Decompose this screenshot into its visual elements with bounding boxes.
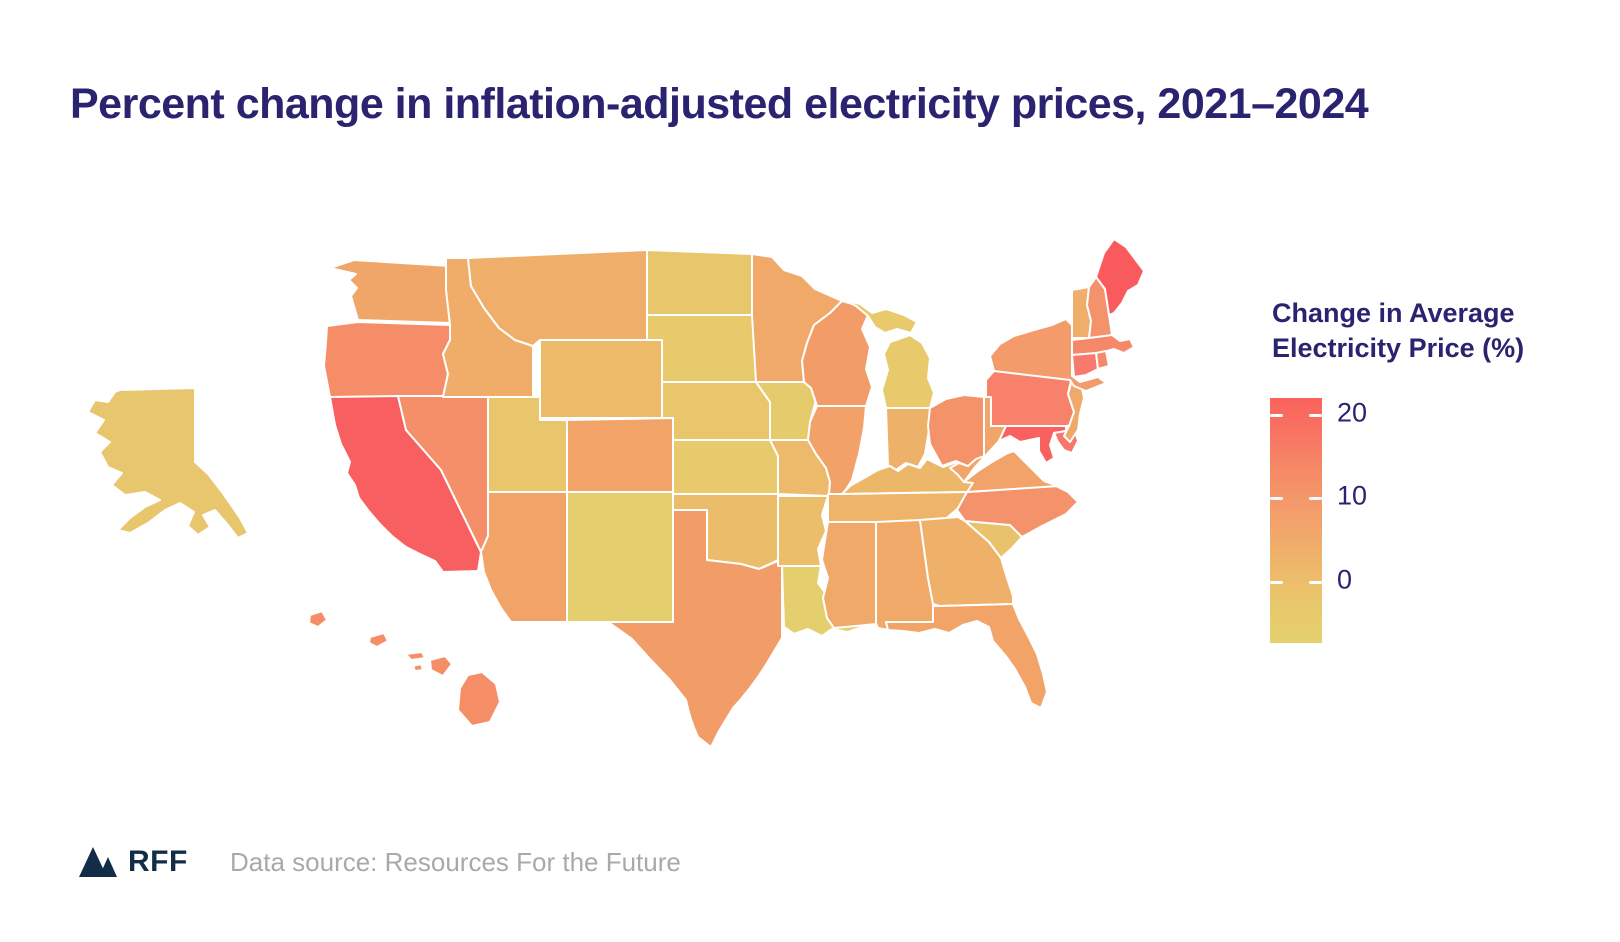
state-nebraska[interactable] — [661, 381, 771, 441]
state-florida[interactable] — [885, 603, 1048, 709]
colorbar-tick-mark — [1309, 581, 1322, 584]
state-oregon[interactable] — [323, 321, 451, 398]
colorbar-tick-mark — [1309, 497, 1322, 500]
state-connecticut[interactable] — [1071, 352, 1099, 378]
state-north-carolina[interactable] — [956, 485, 1079, 538]
state-colorado[interactable] — [566, 417, 674, 493]
colorbar-tick-labels: 20 10 0 — [1337, 397, 1417, 643]
state-arkansas[interactable] — [777, 495, 829, 567]
state-virginia[interactable] — [963, 450, 1059, 493]
state-new-mexico[interactable] — [566, 491, 674, 623]
colorbar-tick-label: 0 — [1337, 564, 1353, 595]
page-title: Percent change in inflation-adjusted ele… — [70, 80, 1369, 128]
state-maine[interactable] — [1095, 238, 1145, 316]
state-arizona[interactable] — [480, 491, 568, 623]
state-wyoming[interactable] — [539, 339, 663, 419]
state-texas[interactable] — [607, 509, 783, 748]
state-new-jersey[interactable] — [1063, 379, 1085, 443]
colorbar-title: Change in Average Electricity Price (%) — [1272, 296, 1542, 366]
state-alaska[interactable] — [87, 387, 249, 539]
state-rhode-island[interactable] — [1095, 350, 1110, 370]
state-louisiana[interactable] — [781, 565, 863, 637]
colorbar-tick-label: 20 — [1337, 397, 1368, 428]
colorbar-tick-mark — [1270, 497, 1283, 500]
rff-logo-icon — [79, 847, 117, 877]
state-south-dakota[interactable] — [646, 314, 759, 383]
state-mississippi[interactable] — [821, 521, 877, 629]
state-shapes — [87, 238, 1145, 748]
colorbar-tick-mark — [1270, 581, 1283, 584]
state-indiana[interactable] — [885, 407, 931, 471]
state-washington[interactable] — [329, 259, 451, 324]
us-choropleth-map — [80, 230, 1220, 750]
colorbar-tick-mark — [1309, 414, 1322, 417]
state-hawaii[interactable] — [308, 610, 501, 727]
state-north-dakota[interactable] — [646, 249, 753, 316]
rff-brand-text: RFF — [128, 845, 188, 878]
state-ohio[interactable] — [927, 394, 985, 468]
data-source-text: Data source: Resources For the Future — [230, 847, 681, 877]
colorbar-title-line1: Change in Average — [1272, 298, 1515, 328]
colorbar-gradient — [1270, 398, 1322, 643]
colorbar-tick-label: 10 — [1337, 480, 1368, 511]
state-kansas[interactable] — [672, 439, 779, 495]
colorbar-title-line2: Electricity Price (%) — [1272, 333, 1525, 364]
colorbar-tick-mark — [1270, 414, 1283, 417]
